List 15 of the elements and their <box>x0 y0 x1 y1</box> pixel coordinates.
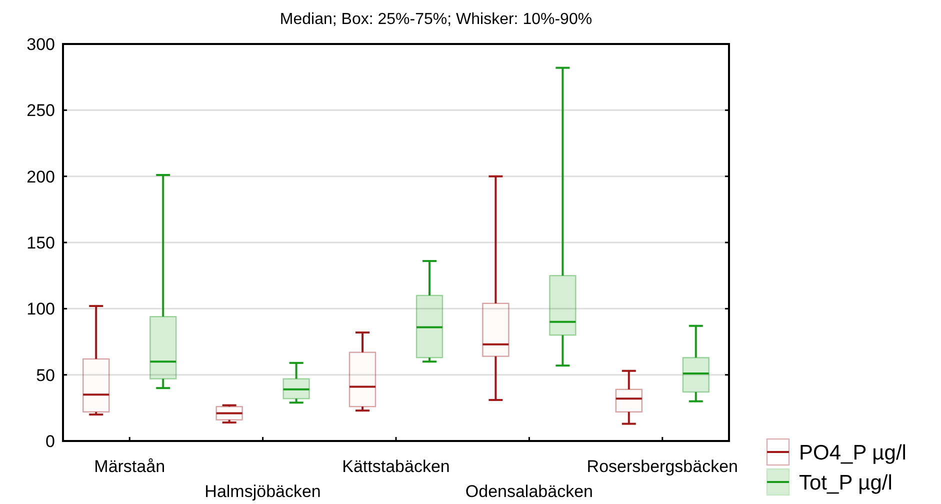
x-tick-label: Halmsjöbäcken <box>204 482 321 501</box>
y-tick-label: 200 <box>26 167 55 186</box>
legend-label: Tot_P µg/l <box>799 471 892 494</box>
y-tick-label: 50 <box>36 366 55 385</box>
x-tick-label: Odensalabäcken <box>465 482 593 501</box>
legend-label: PO4_P µg/l <box>799 441 906 464</box>
y-tick-label: 300 <box>26 34 55 54</box>
y-tick-label: 100 <box>26 300 55 319</box>
x-tick-label: Rosersbergsbäcken <box>586 457 738 476</box>
x-tick-label: Märstaån <box>94 457 166 476</box>
y-tick-label: 250 <box>26 101 55 120</box>
chart-title: Median; Box: 25%-75%; Whisker: 10%-90% <box>280 11 592 28</box>
x-tick-label: Kättstabäcken <box>342 457 450 476</box>
y-tick-label: 0 <box>46 432 55 451</box>
y-tick-label: 150 <box>26 233 55 252</box>
